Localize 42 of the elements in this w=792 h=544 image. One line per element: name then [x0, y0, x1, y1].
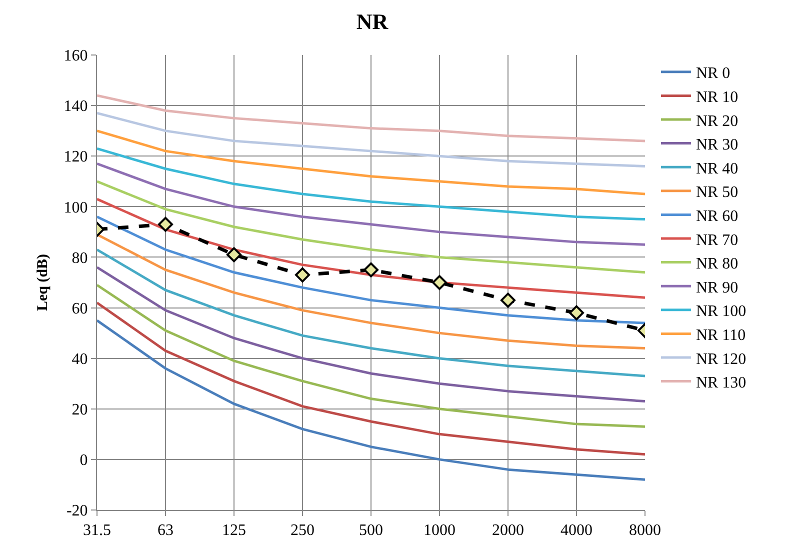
- point: [226, 247, 242, 262]
- y-tick-label: 140: [64, 98, 88, 116]
- x-tick-label: 4000: [560, 522, 592, 540]
- legend-label: NR 30: [696, 136, 738, 154]
- point: [295, 267, 310, 282]
- y-tick-label: 20: [72, 401, 88, 418]
- point: [432, 275, 447, 290]
- legend-label: NR 10: [696, 88, 738, 106]
- x-tick-label: 500: [359, 522, 383, 540]
- legend-label: NR 100: [696, 303, 746, 320]
- y-tick-label: 100: [64, 199, 88, 216]
- legend-label: NR 50: [696, 184, 738, 202]
- x-tick-label: 63: [158, 522, 174, 540]
- y-tick-label: 0: [80, 452, 88, 470]
- legend-label: NR 70: [696, 232, 738, 249]
- legend-label: NR 90: [696, 279, 738, 296]
- legend-label: NR 120: [696, 350, 746, 368]
- y-tick-label: -20: [66, 502, 88, 520]
- legend-label: NR 80: [696, 256, 738, 273]
- x-tick-label: 1000: [424, 522, 456, 540]
- x-tick-label: 2000: [492, 522, 524, 540]
- x-tick-label: 31.5: [83, 522, 111, 540]
- legend-label: NR 60: [696, 208, 738, 225]
- legend-label: NR 0: [696, 65, 730, 82]
- legend-label: NR 110: [696, 326, 746, 344]
- y-tick-label: 120: [64, 148, 88, 166]
- legend-label: NR 20: [696, 112, 738, 130]
- y-tick-label: 160: [64, 48, 88, 65]
- chart-title: NR: [356, 9, 390, 34]
- x-tick-label: 8000: [629, 522, 661, 540]
- point: [364, 262, 378, 278]
- y-axis-title: Leq (dB): [35, 254, 52, 312]
- legend-label: NR 40: [696, 160, 738, 178]
- point: [158, 216, 173, 232]
- point: [569, 305, 584, 320]
- y-tick-label: 40: [72, 350, 88, 368]
- point: [500, 292, 516, 308]
- y-tick-label: 60: [72, 300, 88, 318]
- x-tick-label: 250: [290, 522, 314, 540]
- y-tick-label: 80: [72, 250, 88, 267]
- x-tick-label: 125: [222, 522, 246, 540]
- legend-label: NR 130: [696, 374, 746, 392]
